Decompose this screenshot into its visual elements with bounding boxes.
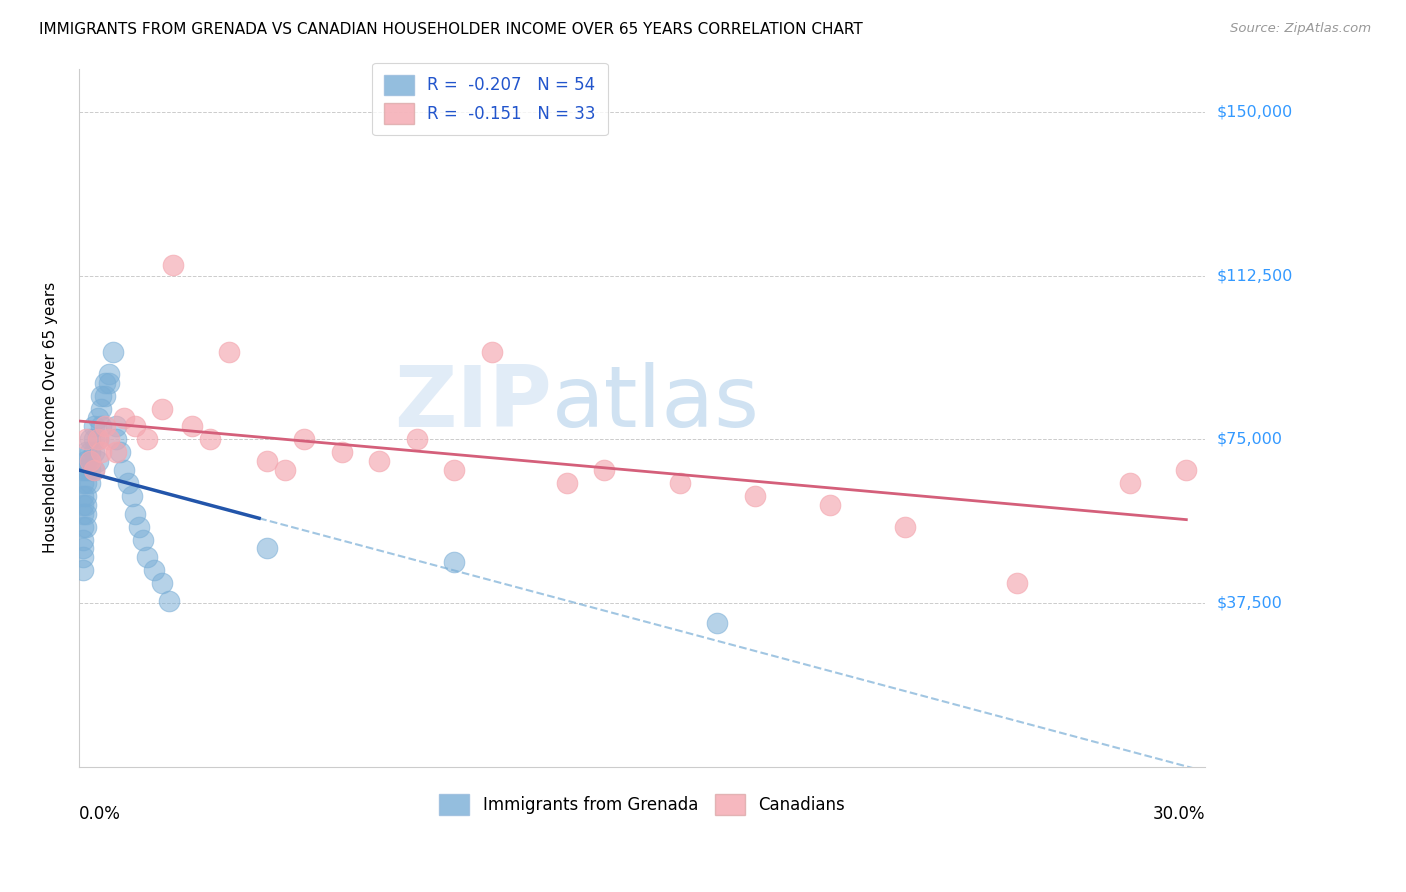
Point — [256, 541, 278, 556]
Point — [72, 533, 94, 547]
Point — [121, 489, 143, 503]
Point — [72, 489, 94, 503]
Text: ZIP: ZIP — [394, 362, 553, 445]
Point — [1007, 576, 1029, 591]
Point — [75, 445, 97, 459]
Point — [75, 507, 97, 521]
Point — [117, 475, 139, 490]
Point — [157, 594, 180, 608]
Text: $37,500: $37,500 — [1216, 596, 1282, 610]
Point — [79, 463, 101, 477]
Y-axis label: Householder Income Over 65 years: Householder Income Over 65 years — [44, 282, 58, 553]
Point — [200, 433, 222, 447]
Point — [90, 419, 112, 434]
Point — [135, 433, 157, 447]
Point — [112, 463, 135, 477]
Point — [706, 615, 728, 630]
Point — [256, 454, 278, 468]
Point — [72, 463, 94, 477]
Text: $75,000: $75,000 — [1216, 432, 1282, 447]
Text: $112,500: $112,500 — [1216, 268, 1292, 284]
Point — [83, 445, 105, 459]
Point — [593, 463, 616, 477]
Point — [162, 258, 184, 272]
Point — [90, 401, 112, 416]
Point — [105, 445, 128, 459]
Text: $150,000: $150,000 — [1216, 104, 1292, 120]
Point — [218, 345, 240, 359]
Text: 0.0%: 0.0% — [79, 805, 121, 823]
Point — [443, 463, 465, 477]
Point — [72, 475, 94, 490]
Point — [79, 475, 101, 490]
Point — [72, 563, 94, 577]
Text: IMMIGRANTS FROM GRENADA VS CANADIAN HOUSEHOLDER INCOME OVER 65 YEARS CORRELATION: IMMIGRANTS FROM GRENADA VS CANADIAN HOUS… — [39, 22, 863, 37]
Point — [83, 463, 105, 477]
Point — [75, 454, 97, 468]
Point — [112, 410, 135, 425]
Point — [72, 507, 94, 521]
Point — [83, 419, 105, 434]
Point — [72, 550, 94, 565]
Point — [150, 401, 173, 416]
Point — [132, 533, 155, 547]
Point — [124, 507, 146, 521]
Point — [818, 498, 841, 512]
Point — [481, 345, 503, 359]
Point — [143, 563, 166, 577]
Point — [75, 489, 97, 503]
Point — [368, 454, 391, 468]
Point — [72, 541, 94, 556]
Point — [87, 433, 110, 447]
Point — [83, 463, 105, 477]
Point — [79, 454, 101, 468]
Point — [79, 445, 101, 459]
Point — [90, 445, 112, 459]
Point — [75, 463, 97, 477]
Text: Source: ZipAtlas.com: Source: ZipAtlas.com — [1230, 22, 1371, 36]
Point — [110, 445, 132, 459]
Point — [87, 454, 110, 468]
Point — [330, 445, 353, 459]
Point — [75, 433, 97, 447]
Point — [94, 419, 117, 434]
Point — [555, 475, 578, 490]
Point — [79, 433, 101, 447]
Point — [94, 389, 117, 403]
Point — [292, 433, 315, 447]
Point — [105, 419, 128, 434]
Point — [79, 454, 101, 468]
Point — [94, 376, 117, 390]
Legend: Immigrants from Grenada, Canadians: Immigrants from Grenada, Canadians — [429, 784, 855, 824]
Point — [98, 433, 121, 447]
Point — [98, 367, 121, 381]
Point — [87, 410, 110, 425]
Point — [1119, 475, 1142, 490]
Point — [75, 498, 97, 512]
Point — [135, 550, 157, 565]
Point — [75, 519, 97, 533]
Point — [124, 419, 146, 434]
Point — [150, 576, 173, 591]
Text: 30.0%: 30.0% — [1153, 805, 1205, 823]
Point — [72, 519, 94, 533]
Point — [128, 519, 150, 533]
Point — [90, 389, 112, 403]
Point — [894, 519, 917, 533]
Point — [668, 475, 690, 490]
Point — [101, 345, 124, 359]
Point — [72, 498, 94, 512]
Point — [1175, 463, 1198, 477]
Text: atlas: atlas — [553, 362, 759, 445]
Point — [105, 433, 128, 447]
Point — [75, 475, 97, 490]
Point — [274, 463, 297, 477]
Point — [405, 433, 427, 447]
Point — [744, 489, 766, 503]
Point — [180, 419, 202, 434]
Point — [98, 376, 121, 390]
Point — [443, 554, 465, 568]
Point — [83, 433, 105, 447]
Point — [87, 433, 110, 447]
